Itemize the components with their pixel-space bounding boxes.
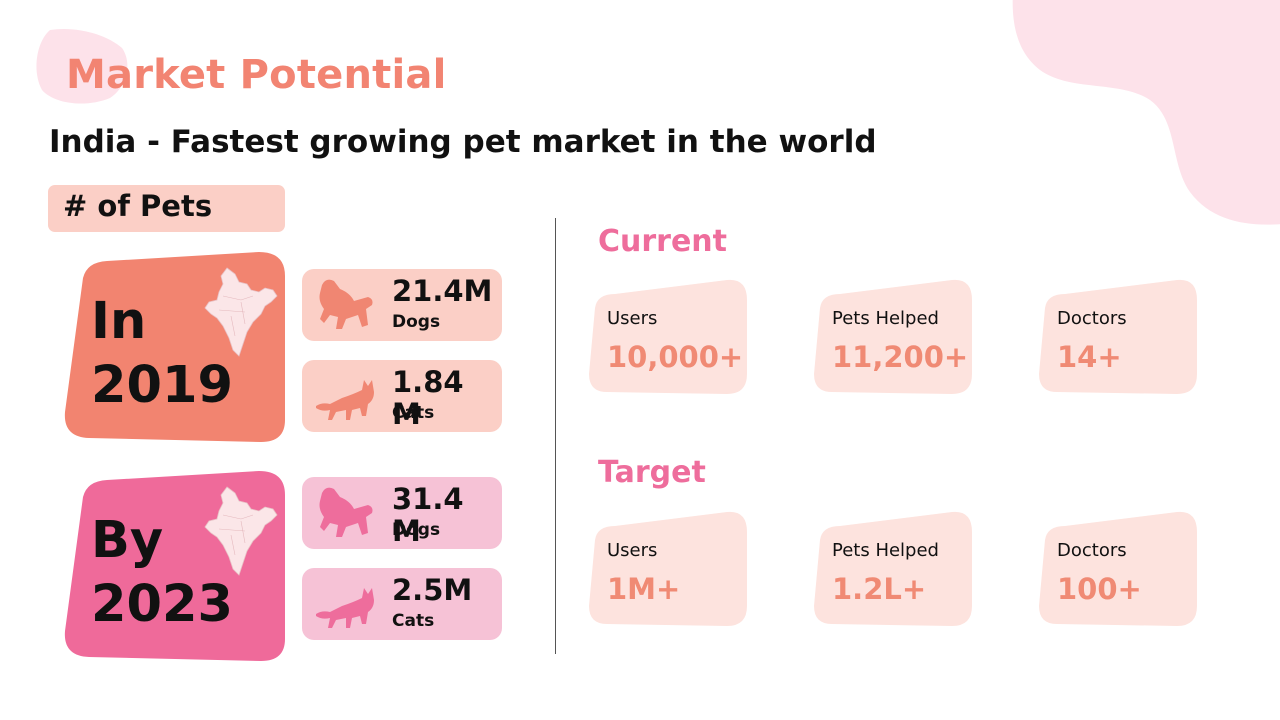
dogs-2019-tile: 21.4M Dogs	[302, 269, 502, 341]
pet-count: 2.5M	[392, 573, 473, 607]
metric-value: 10,000+	[607, 340, 744, 374]
year-prefix: In	[91, 292, 147, 351]
metric-label: Users	[607, 308, 658, 329]
metric-card-background	[589, 279, 747, 394]
year-number: 2023	[91, 575, 233, 634]
year-card-2019: In 2019	[63, 252, 285, 442]
decorative-blob-top-right	[1012, 0, 1280, 225]
year-card-2023: By 2023	[63, 471, 285, 661]
current-heading: Current	[598, 224, 728, 259]
cats-2023-tile: 2.5M Cats	[302, 568, 502, 640]
metric-label: Pets Helped	[832, 540, 939, 561]
slide-subtitle: India - Fastest growing pet market in th…	[49, 124, 877, 160]
india-map-icon	[204, 486, 278, 576]
metric-value: 14+	[1057, 340, 1122, 374]
metric-label: Users	[607, 540, 658, 561]
metric-card-background	[814, 279, 972, 394]
slide-title: Market Potential	[66, 52, 447, 98]
metric-card-background	[1039, 279, 1197, 394]
metric-value: 1.2L+	[832, 572, 927, 606]
dog-icon	[319, 279, 373, 329]
metric-card-background	[589, 511, 747, 626]
cat-icon	[316, 588, 374, 628]
pet-kind: Dogs	[392, 520, 441, 540]
year-label: In 2019	[91, 290, 233, 418]
dogs-2023-tile: 31.4 M Dogs	[302, 477, 502, 549]
dog-icon	[319, 487, 373, 537]
pet-kind: Dogs	[392, 312, 441, 332]
target-doctors-card: Doctors 100+	[1037, 510, 1199, 628]
pet-kind: Cats	[392, 611, 435, 631]
metric-value: 11,200+	[832, 340, 969, 374]
metric-label: Doctors	[1057, 308, 1127, 329]
metric-value: 1M+	[607, 572, 681, 606]
metric-value: 100+	[1057, 572, 1142, 606]
cats-2019-tile: 1.84 M Cats	[302, 360, 502, 432]
year-prefix: By	[91, 511, 164, 570]
metric-card-background	[814, 511, 972, 626]
vertical-divider	[555, 218, 556, 654]
year-number: 2019	[91, 356, 233, 415]
cat-icon	[316, 380, 374, 420]
decorative-blob-top-left	[36, 28, 128, 104]
target-heading: Target	[598, 455, 706, 490]
metric-label: Pets Helped	[832, 308, 939, 329]
metric-label: Doctors	[1057, 540, 1127, 561]
india-map-icon	[204, 267, 278, 357]
pet-count: 1.84 M	[392, 365, 464, 431]
target-users-card: Users 1M+	[587, 510, 749, 628]
current-pets-helped-card: Pets Helped 11,200+	[812, 278, 974, 396]
pets-heading-tag: # of Pets	[48, 185, 285, 232]
target-pets-helped-card: Pets Helped 1.2L+	[812, 510, 974, 628]
pet-count: 21.4M	[392, 274, 493, 308]
current-users-card: Users 10,000+	[587, 278, 749, 396]
current-doctors-card: Doctors 14+	[1037, 278, 1199, 396]
pet-count: 31.4 M	[392, 482, 464, 548]
year-label: By 2023	[91, 509, 233, 637]
metric-card-background	[1039, 511, 1197, 626]
pet-kind: Cats	[392, 403, 435, 423]
